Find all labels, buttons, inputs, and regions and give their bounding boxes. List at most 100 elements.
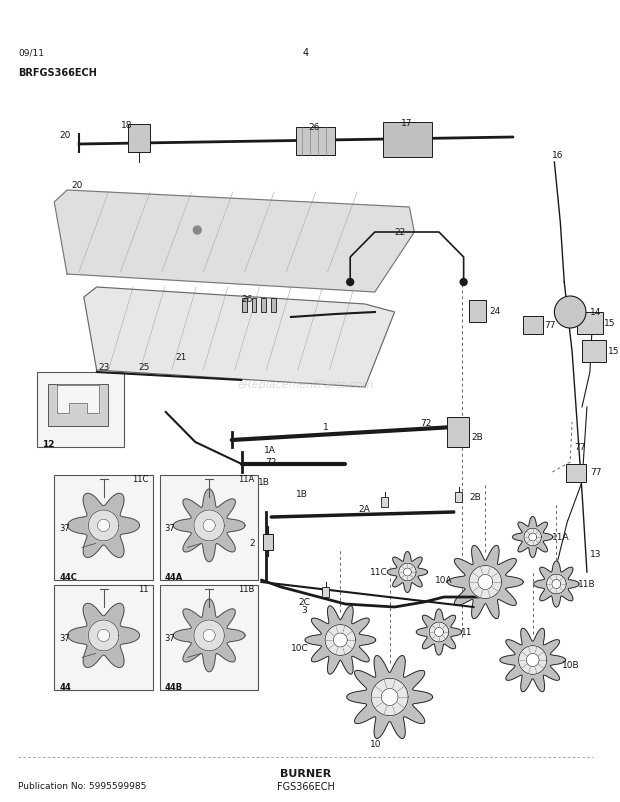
Text: 2C: 2C: [299, 597, 311, 607]
Polygon shape: [68, 604, 140, 667]
Bar: [55, 476, 153, 581]
Polygon shape: [55, 191, 414, 293]
Bar: [296, 128, 335, 156]
Bar: [55, 585, 153, 691]
Text: eReplacementParts.com: eReplacementParts.com: [237, 380, 374, 390]
Polygon shape: [547, 574, 566, 594]
Polygon shape: [388, 552, 428, 593]
Polygon shape: [194, 510, 224, 541]
Polygon shape: [429, 622, 449, 642]
Text: 3: 3: [301, 606, 307, 615]
Polygon shape: [381, 689, 398, 706]
Polygon shape: [325, 625, 355, 655]
Polygon shape: [68, 494, 140, 557]
Circle shape: [193, 227, 202, 235]
Polygon shape: [534, 561, 579, 607]
Polygon shape: [513, 516, 553, 557]
Text: 10B: 10B: [562, 661, 580, 670]
Polygon shape: [416, 610, 462, 655]
Bar: [264, 534, 273, 550]
Text: FGS366ECH: FGS366ECH: [277, 781, 335, 791]
Text: 2B: 2B: [472, 433, 483, 442]
Bar: [469, 301, 486, 322]
Text: 77: 77: [574, 443, 586, 452]
Polygon shape: [334, 634, 347, 647]
Circle shape: [554, 297, 586, 329]
Text: 72: 72: [421, 419, 432, 427]
Text: 77: 77: [590, 468, 601, 477]
Text: 44A: 44A: [165, 573, 183, 581]
Text: 21: 21: [175, 353, 187, 362]
Text: 20: 20: [60, 131, 71, 140]
Circle shape: [460, 279, 467, 286]
Polygon shape: [518, 646, 547, 674]
Text: 10: 10: [370, 739, 382, 748]
Polygon shape: [524, 529, 541, 546]
Text: 24: 24: [489, 307, 500, 316]
Text: 18: 18: [120, 121, 132, 130]
Text: 20: 20: [71, 180, 82, 190]
Text: 1: 1: [322, 423, 329, 431]
Polygon shape: [203, 520, 215, 532]
Text: 16: 16: [552, 150, 564, 160]
Text: 11B: 11B: [578, 580, 596, 589]
Text: 22: 22: [394, 228, 405, 237]
Polygon shape: [500, 629, 565, 692]
Text: 13: 13: [590, 550, 601, 559]
Bar: [262, 298, 267, 313]
Text: 37: 37: [59, 634, 70, 642]
Text: 1B: 1B: [296, 490, 308, 499]
Text: 09/11: 09/11: [19, 48, 45, 57]
Bar: [577, 313, 603, 334]
Text: 4: 4: [303, 48, 309, 58]
Text: 15: 15: [608, 347, 619, 356]
Bar: [582, 341, 606, 363]
Text: 25: 25: [138, 363, 149, 371]
Text: 37: 37: [59, 524, 70, 533]
Bar: [242, 298, 247, 313]
Bar: [160, 476, 259, 581]
Text: 2: 2: [249, 538, 254, 547]
Polygon shape: [97, 630, 110, 642]
Text: 77: 77: [544, 321, 556, 330]
Text: 17: 17: [401, 119, 412, 128]
Polygon shape: [97, 520, 110, 532]
Text: 26: 26: [242, 294, 253, 304]
Text: 44: 44: [59, 683, 71, 691]
Bar: [160, 585, 259, 691]
Text: 1A: 1A: [264, 446, 277, 455]
Polygon shape: [84, 288, 394, 387]
Bar: [322, 587, 329, 597]
Text: 37: 37: [165, 634, 175, 642]
Text: 44B: 44B: [165, 683, 183, 691]
Polygon shape: [435, 628, 443, 637]
Bar: [252, 298, 257, 313]
Bar: [128, 125, 150, 153]
Polygon shape: [347, 656, 433, 739]
Text: 11C: 11C: [133, 475, 149, 484]
Text: 11: 11: [461, 628, 472, 637]
Text: 11C: 11C: [370, 568, 388, 577]
Polygon shape: [469, 565, 502, 599]
Text: 11B: 11B: [238, 585, 254, 593]
Text: 11A: 11A: [552, 533, 570, 542]
Text: 12: 12: [42, 439, 55, 448]
Text: 2B: 2B: [469, 493, 481, 502]
Bar: [381, 497, 388, 508]
Polygon shape: [529, 533, 537, 541]
Polygon shape: [89, 620, 119, 651]
Bar: [447, 418, 469, 448]
Polygon shape: [173, 489, 245, 562]
Polygon shape: [305, 606, 376, 674]
Bar: [455, 492, 462, 502]
Circle shape: [347, 279, 353, 286]
Bar: [37, 373, 124, 448]
Polygon shape: [399, 564, 416, 581]
Text: 15: 15: [604, 319, 615, 328]
Bar: [523, 317, 542, 334]
Polygon shape: [194, 620, 224, 651]
Polygon shape: [526, 654, 539, 666]
Text: 2A: 2A: [358, 505, 370, 514]
Text: 11A: 11A: [238, 475, 254, 484]
Text: 44C: 44C: [59, 573, 77, 581]
